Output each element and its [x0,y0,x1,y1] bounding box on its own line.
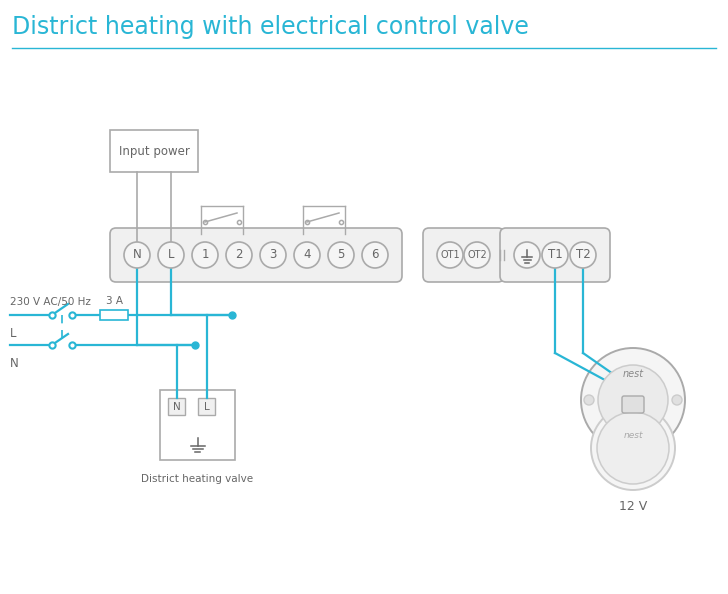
FancyBboxPatch shape [110,228,402,282]
Circle shape [158,242,184,268]
FancyBboxPatch shape [160,390,235,460]
Text: nest: nest [622,369,644,379]
Circle shape [437,242,463,268]
Text: OT1: OT1 [440,250,460,260]
Text: 6: 6 [371,248,379,261]
Text: nest: nest [623,431,643,441]
Text: 3 A: 3 A [106,296,122,306]
Text: District heating with electrical control valve: District heating with electrical control… [12,15,529,39]
Text: 12 V: 12 V [619,500,647,513]
FancyBboxPatch shape [500,228,610,282]
Circle shape [598,365,668,435]
Text: L: L [167,248,174,261]
Text: N: N [132,248,141,261]
Text: 5: 5 [337,248,344,261]
Circle shape [124,242,150,268]
Circle shape [362,242,388,268]
FancyBboxPatch shape [100,310,128,320]
Text: N: N [10,357,19,370]
FancyBboxPatch shape [168,398,185,415]
Text: 2: 2 [235,248,242,261]
Circle shape [294,242,320,268]
Circle shape [514,242,540,268]
Circle shape [226,242,252,268]
Text: 3: 3 [269,248,277,261]
Text: 4: 4 [304,248,311,261]
Circle shape [597,412,669,484]
Text: T1: T1 [547,248,562,261]
FancyBboxPatch shape [622,396,644,413]
Circle shape [192,242,218,268]
Text: L: L [10,327,17,340]
FancyBboxPatch shape [110,130,198,172]
Text: T2: T2 [576,248,590,261]
Circle shape [570,242,596,268]
Text: 1: 1 [201,248,209,261]
Text: Input power: Input power [119,144,189,157]
Circle shape [581,348,685,452]
FancyBboxPatch shape [198,398,215,415]
Text: 230 V AC/50 Hz: 230 V AC/50 Hz [10,297,91,307]
Circle shape [591,406,675,490]
FancyBboxPatch shape [423,228,504,282]
Circle shape [464,242,490,268]
Text: L: L [204,402,210,412]
Circle shape [260,242,286,268]
Text: OT2: OT2 [467,250,487,260]
Text: District heating valve: District heating valve [141,474,253,484]
Circle shape [672,395,682,405]
Text: N: N [173,402,181,412]
Circle shape [584,395,594,405]
Circle shape [542,242,568,268]
Circle shape [328,242,354,268]
